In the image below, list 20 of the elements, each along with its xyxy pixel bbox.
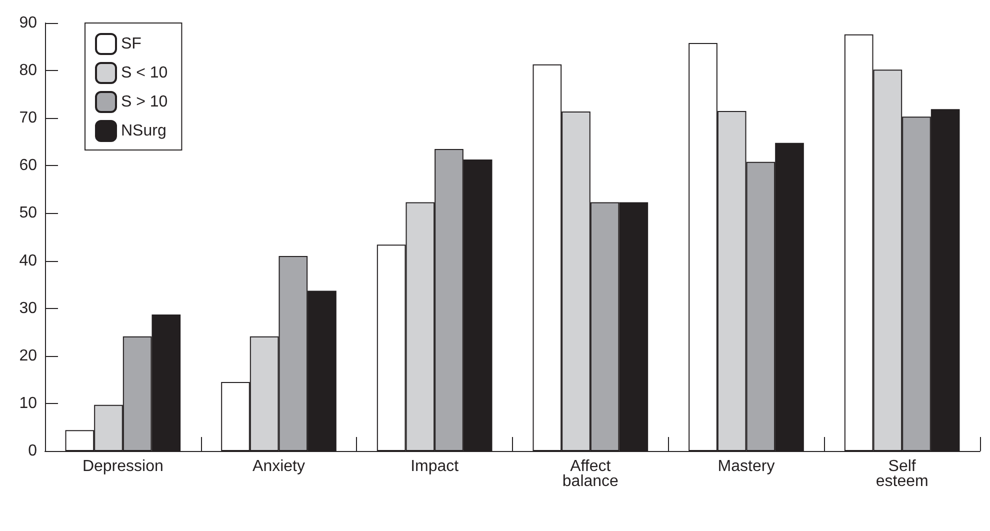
y-tick-label: 50 bbox=[19, 204, 38, 222]
x-tick-label: Mastery bbox=[718, 458, 775, 475]
y-tick-label: 20 bbox=[19, 347, 38, 364]
legend-label: NSurg bbox=[121, 122, 166, 140]
x-tick-label: Affect balance bbox=[562, 458, 619, 490]
y-tick-label: 80 bbox=[19, 62, 38, 80]
legend-label: S < 10 bbox=[121, 64, 168, 82]
y-tick-label: 90 bbox=[19, 14, 38, 32]
y-tick-label: 30 bbox=[19, 300, 38, 317]
y-tick-label: 70 bbox=[19, 110, 38, 127]
x-tick-label: Self esteem bbox=[876, 458, 928, 490]
y-tick-label: 0 bbox=[28, 442, 38, 460]
y-tick-label: 40 bbox=[19, 252, 38, 270]
y-tick-label: 10 bbox=[19, 394, 38, 412]
legend-label: SF bbox=[121, 36, 142, 52]
y-tick-label: 60 bbox=[19, 157, 38, 174]
x-tick-label: Impact bbox=[410, 458, 460, 475]
x-tick-label: Depression bbox=[82, 458, 164, 475]
legend-label: S > 10 bbox=[121, 94, 168, 110]
x-tick-label: Anxiety bbox=[252, 458, 305, 475]
